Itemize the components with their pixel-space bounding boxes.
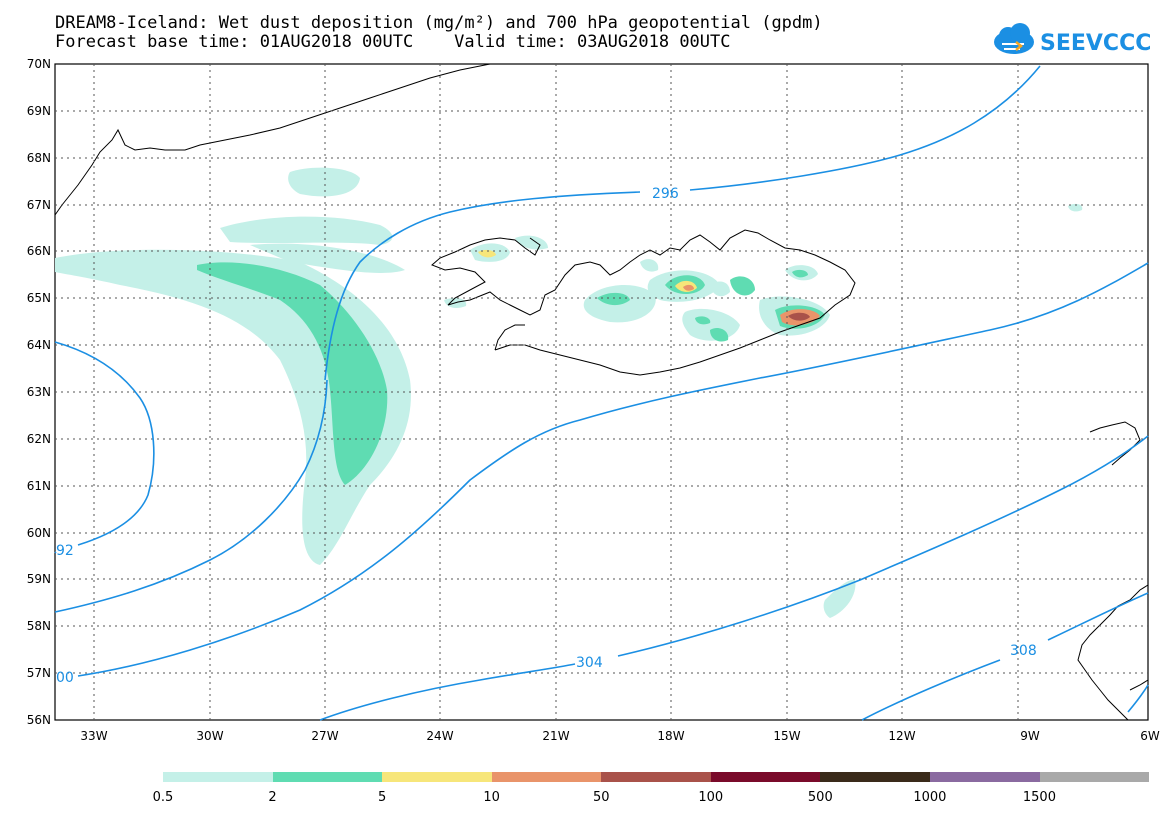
dust-spot: [640, 259, 659, 272]
legend-swatch: [1039, 772, 1150, 782]
lat-label: 68N: [27, 151, 51, 165]
contour-labels: 296 92 304 308 00: [56, 186, 1037, 686]
lat-label: 63N: [27, 385, 51, 399]
lat-label: 58N: [27, 619, 51, 633]
iceland-coast: [431, 229, 856, 376]
dust-band-light-2: [250, 243, 405, 273]
lat-label: 69N: [27, 104, 51, 118]
contour-308: [861, 592, 1149, 721]
legend-label: 50: [592, 790, 610, 805]
legend-label: 0.5: [152, 790, 174, 805]
legend-swatch: [382, 772, 492, 782]
dust-deposition-layer: [55, 167, 1083, 618]
latitude-labels: 70N 69N 68N 67N 66N 65N 64N 63N 62N 61N …: [27, 57, 51, 727]
dust-spot: [823, 579, 856, 618]
lon-label: 21W: [542, 729, 569, 743]
legend-label: 500: [807, 790, 833, 805]
contour-label-300: 00: [56, 670, 74, 686]
dust-spot: [683, 284, 694, 291]
lat-label: 57N: [27, 666, 51, 680]
geopotential-contours: [54, 65, 1149, 721]
legend-label: 10: [483, 790, 500, 805]
legend-swatch: [491, 772, 602, 782]
seevccc-logo: SEEVCCC: [994, 23, 1150, 56]
map-subtitle: Forecast base time: 01AUG2018 00UTC Vali…: [55, 32, 731, 52]
faroe-coast: [1089, 421, 1141, 466]
contour-292: [54, 341, 155, 554]
lat-label: 62N: [27, 432, 51, 446]
dust-spot: [695, 316, 711, 325]
graticule: [55, 64, 1148, 720]
legend-swatch: [601, 772, 711, 782]
contour-300-north: [54, 379, 328, 613]
legend-label: 1500: [1022, 790, 1056, 805]
lon-label: 9W: [1020, 729, 1040, 743]
contour-304: [319, 435, 1149, 721]
legend-swatch: [929, 772, 1040, 782]
legend-label: 1000: [913, 790, 947, 805]
lat-label: 66N: [27, 244, 51, 258]
lat-label: 60N: [27, 526, 51, 540]
lon-label: 30W: [196, 729, 223, 743]
dust-spot: [730, 276, 755, 296]
dust-band-light: [220, 216, 393, 245]
lon-label: 12W: [888, 729, 915, 743]
legend-swatch: [710, 772, 821, 782]
contour-label-292: 92: [56, 543, 74, 559]
lat-label: 65N: [27, 291, 51, 305]
dust-spot: [478, 249, 496, 258]
lon-label: 27W: [311, 729, 338, 743]
lat-label: 56N: [27, 713, 51, 727]
color-legend: [163, 772, 1150, 782]
dust-plume-medium: [197, 262, 388, 485]
lat-label: 59N: [27, 572, 51, 586]
legend-label: 100: [698, 790, 724, 805]
lat-label: 70N: [27, 57, 51, 71]
contour-label-296: 296: [652, 186, 679, 202]
greenland-coast: [54, 63, 491, 216]
lat-label: 64N: [27, 338, 51, 352]
contour-312: [1127, 684, 1149, 713]
dust-spot: [515, 235, 548, 250]
legend-label: 2: [268, 790, 277, 805]
cloud-icon: [994, 23, 1034, 54]
dust-spot: [1068, 203, 1083, 212]
map-title: DREAM8-Iceland: Wet dust deposition (mg/…: [55, 13, 823, 33]
lat-label: 61N: [27, 479, 51, 493]
contour-300: [77, 262, 1149, 677]
lon-label: 24W: [426, 729, 453, 743]
dust-spot: [710, 328, 729, 342]
lon-label: 15W: [773, 729, 800, 743]
logo-text: SEEVCCC: [1040, 31, 1150, 56]
longitude-labels: 33W 30W 27W 24W 21W 18W 15W 12W 9W 6W: [80, 729, 1159, 743]
contour-296: [324, 65, 1041, 381]
legend-swatch: [163, 772, 273, 782]
contour-label-308: 308: [1010, 643, 1037, 659]
legend-swatch: [272, 772, 383, 782]
dust-spot: [682, 308, 740, 341]
dust-spot: [597, 292, 630, 306]
lon-label: 6W: [1140, 729, 1160, 743]
contour-label-304: 304: [576, 655, 603, 671]
dust-spot: [710, 281, 730, 297]
legend-swatch: [820, 772, 930, 782]
dust-patch-light: [288, 167, 360, 197]
legend-label: 5: [377, 790, 387, 805]
lon-label: 18W: [657, 729, 684, 743]
lon-label: 33W: [80, 729, 107, 743]
dust-spot: [792, 269, 808, 278]
lat-label: 67N: [27, 198, 51, 212]
dust-spot: [788, 312, 810, 321]
